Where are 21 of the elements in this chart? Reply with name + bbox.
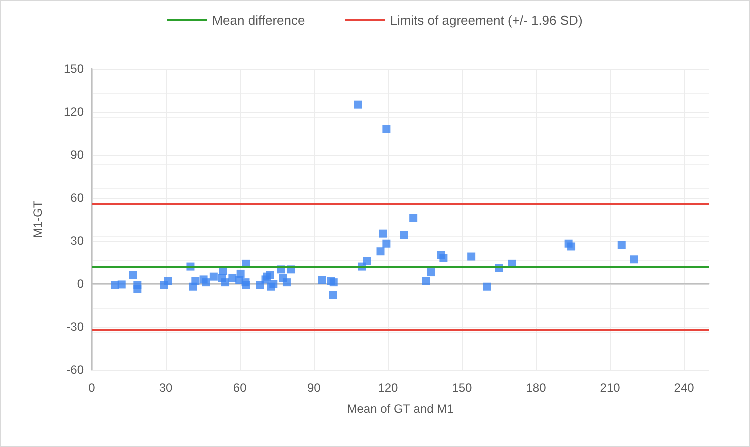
x-tick-label: 150 [452,381,473,395]
legend-label: Limits of agreement (+/- 1.96 SD) [390,13,583,28]
x-tick-label: 60 [233,381,248,395]
x-tick-label: 210 [600,381,621,395]
y-tick-label: 30 [70,234,84,248]
y-tick-label: 0 [77,277,84,291]
x-tick-label: 90 [307,381,322,395]
y-tick-label: 90 [70,148,84,162]
y-tick-label: 150 [64,62,84,76]
y-tick-label: -30 [66,320,84,334]
x-tick-label: 180 [526,381,547,395]
y-tick-label: -60 [66,363,84,377]
y-axis-title: M1-GT [31,200,45,238]
x-tick-label: 120 [378,381,398,395]
y-tick-label: 60 [70,191,84,205]
x-tick-label: 30 [159,381,174,395]
legend-label: Mean difference [212,13,306,28]
x-tick-label: 0 [88,381,96,395]
x-tick-label: 240 [674,381,695,395]
y-tick-label: 120 [64,105,84,119]
x-axis-title: Mean of GT and M1 [347,402,454,416]
